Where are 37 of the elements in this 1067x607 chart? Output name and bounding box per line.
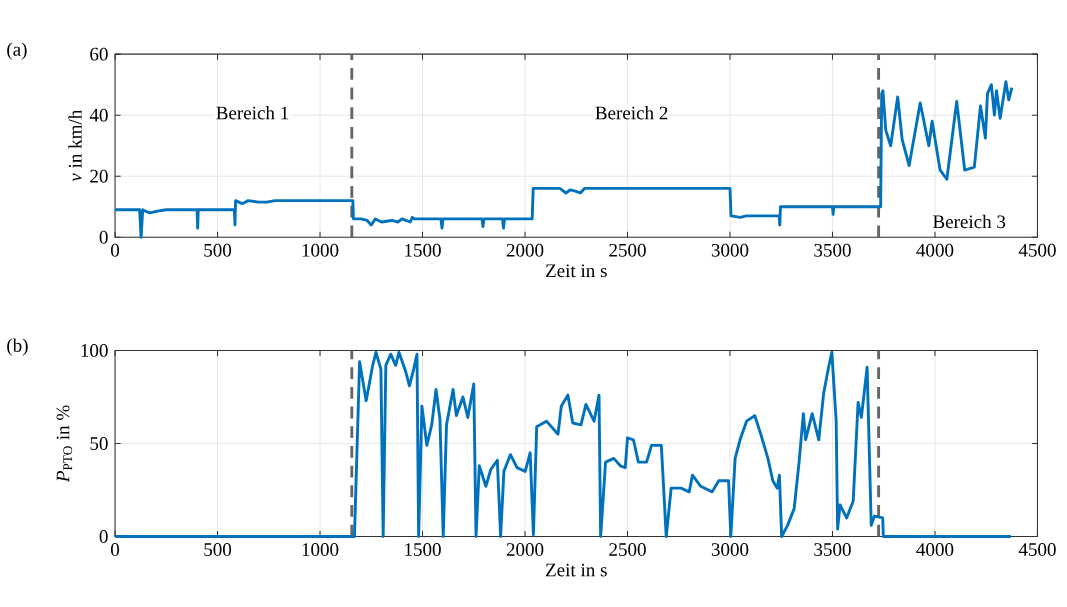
x-tick-label: 2500 <box>609 542 646 556</box>
x-tick-label: 1500 <box>405 542 441 556</box>
x-tick-label: 4000 <box>916 243 954 257</box>
x-tick-label: 3000 <box>711 542 749 556</box>
annotation: Bereich 1 <box>216 105 289 120</box>
x-tick-label: 500 <box>204 243 232 257</box>
x-tick-label: 2500 <box>609 243 646 257</box>
x-tick-label: 3500 <box>814 243 851 257</box>
x-tick-label: 1000 <box>302 243 339 257</box>
y-tick-label: 60 <box>90 47 108 61</box>
x-tick-label: 500 <box>204 542 232 556</box>
line-series <box>113 350 1013 538</box>
chart-title: (a) <box>7 42 27 60</box>
x-tick-label: 1500 <box>405 243 441 257</box>
x-tick-label: 0 <box>111 542 120 556</box>
x-axis-title: Zeit in s <box>545 264 607 277</box>
x-tick-label: 4500 <box>1018 542 1056 556</box>
y-axis-title: v in km/h <box>68 109 82 182</box>
y-tick-label: 20 <box>90 169 108 183</box>
x-tick-label: 1000 <box>302 542 339 556</box>
x-tick-label: 3000 <box>711 243 749 257</box>
x-tick-label: 4000 <box>916 542 954 556</box>
annotation: Bereich 3 <box>933 214 1006 228</box>
x-tick-label: 3500 <box>814 542 851 556</box>
x-tick-label: 4500 <box>1018 243 1056 257</box>
x-tick-label: 2000 <box>506 243 544 257</box>
y-axis-title: P$_{PTO}$ in % <box>56 405 73 483</box>
y-tick-label: 40 <box>89 108 108 122</box>
y-tick-label: 0 <box>99 230 108 244</box>
x-tick-label: 2000 <box>506 542 544 556</box>
y-tick-label: 0 <box>99 529 108 543</box>
x-axis-title: Zeit in s <box>545 563 607 577</box>
chart-title: (b) <box>7 338 28 356</box>
y-tick-label: 50 <box>90 436 108 450</box>
annotation: Bereich 2 <box>595 105 668 120</box>
y-tick-label: 100 <box>81 343 108 357</box>
x-tick-label: 0 <box>111 243 120 257</box>
